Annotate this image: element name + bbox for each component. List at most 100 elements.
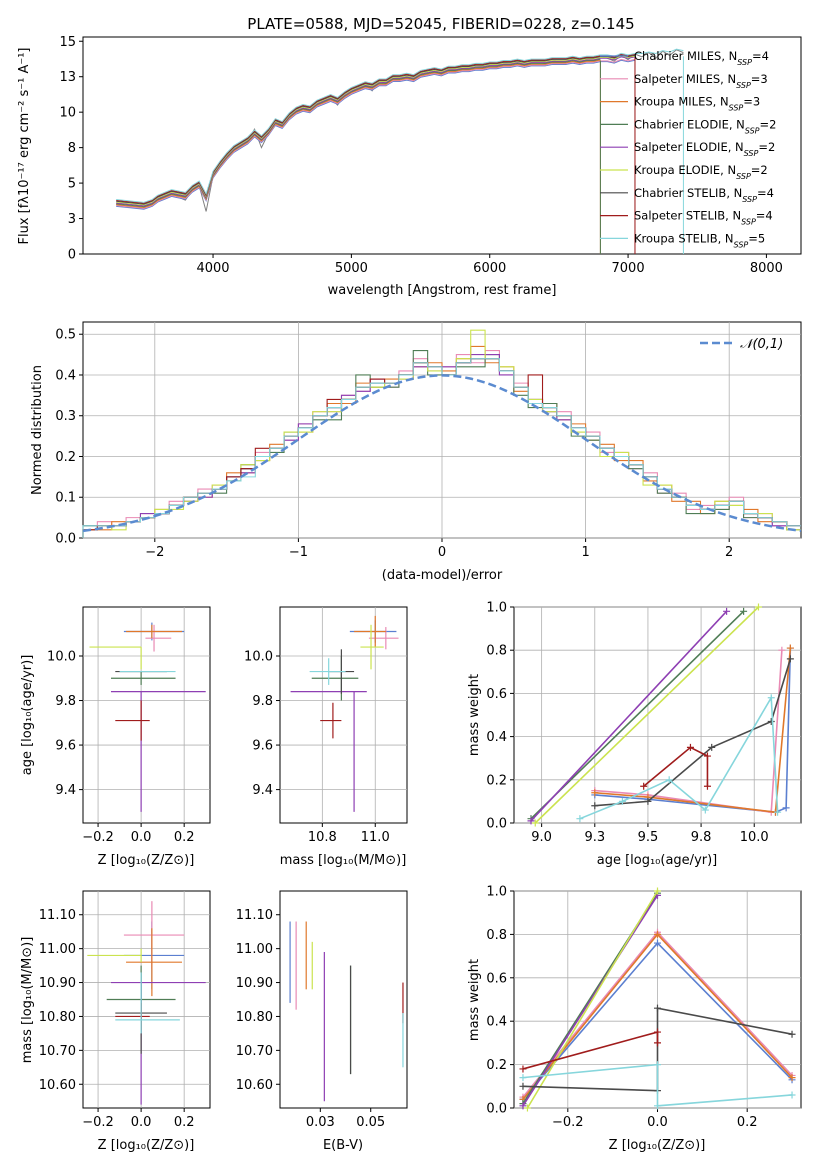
weight-vs-Z-ytick-label: 1.0 <box>486 885 507 900</box>
weight-vs-Z-marker <box>654 1102 661 1110</box>
weight-vs-age-marker <box>591 802 599 810</box>
weight-vs-age-marker <box>576 815 584 823</box>
age-vs-Z-xtick-label: 0.0 <box>131 830 152 845</box>
age-vs-Z-frame <box>82 606 211 824</box>
residual-ytick-label: 0.5 <box>55 328 76 343</box>
age-vs-Z-ytick-label: 9.6 <box>55 739 76 754</box>
mass-vs-Z-xtick-label: 0.2 <box>174 1115 195 1130</box>
weight-vs-age-ytick-label: 1.0 <box>486 601 507 616</box>
weight-vs-Z-xlabel: Z [log₁₀(Z/Z⊙)] <box>609 1138 706 1153</box>
weight-vs-age-marker <box>640 782 648 790</box>
weight-vs-age-plot: 9.0 9.3 9.5 9.8 10.0 0.0 0.2 0.4 0.6 0.8 1.0 <box>486 601 801 845</box>
mass-vs-Z-frame <box>82 890 211 1109</box>
age-vs-mass-panel: mass [log₁₀(M/M⊙)] 10.8 11.0 9.4 9.6 9.8 10.0 <box>244 606 408 868</box>
weight-vs-age-marker <box>665 776 673 784</box>
mass-vs-EBV-frame <box>279 890 408 1109</box>
residual-panel: (data-model)/error Normed distribution −… <box>30 321 802 583</box>
weight-vs-Z-panel: Z [log₁₀(Z/Z⊙)] mass weight −0.2 0.0 0.2 0.… <box>467 885 802 1153</box>
mass-vs-EBV-xlabel: E(B-V) <box>323 1138 363 1153</box>
age-vs-Z-xlabel: Z [log₁₀(Z/Z⊙)] <box>98 853 195 868</box>
mass-vs-EBV-panel: E(B-V) 0.03 0.05 10.60 10.70 10.80 10.90 11.00… <box>236 890 408 1153</box>
mass-vs-EBV-ytick-label: 10.70 <box>236 1044 273 1059</box>
spectrum-ylabel: Flux [fλ10⁻¹⁷ erg cm⁻² s⁻¹ A⁻¹] <box>17 48 32 245</box>
age-vs-mass-plot: 10.8 11.0 9.4 9.6 9.8 10.0 <box>244 607 407 845</box>
weight-vs-age-ytick-label: 0.4 <box>486 730 507 745</box>
weight-vs-Z-marker <box>654 887 661 895</box>
weight-vs-Z-marker <box>519 1065 527 1073</box>
gauss-curve <box>82 374 802 533</box>
mass-vs-Z-ytick-label: 11.00 <box>39 942 76 957</box>
weight-vs-Z-marker <box>654 1028 661 1036</box>
age-vs-Z-ylabel: age [log₁₀(age/yr)] <box>20 655 35 776</box>
residual-ytick-label: 0.3 <box>55 409 76 424</box>
weight-vs-age-frame <box>513 606 802 824</box>
age-vs-mass-ytick-label: 9.6 <box>252 739 273 754</box>
weight-vs-age-xtick-label: 9.3 <box>584 830 605 845</box>
weight-vs-age-marker <box>527 817 535 825</box>
spectrum-model-line <box>116 56 636 207</box>
weight-vs-Z-marker <box>788 1030 796 1038</box>
weight-vs-Z-plot: −0.2 0.0 0.2 0.0 0.2 0.4 0.6 0.8 1.0 <box>486 885 801 1130</box>
age-vs-Z-panel: Z [log₁₀(Z/Z⊙)] age [log₁₀(age/yr)] −0.2… <box>20 606 211 868</box>
weight-vs-age-series-line <box>530 610 745 820</box>
weight-vs-Z-marker <box>654 1004 661 1012</box>
weight-vs-Z-ylabel: mass weight <box>467 959 482 1041</box>
weight-vs-age-xtick-label: 9.8 <box>691 830 712 845</box>
spectrum-model-line <box>116 58 601 208</box>
weight-vs-age-ytick-label: 0.2 <box>486 773 507 788</box>
age-vs-mass-frame <box>279 606 408 824</box>
mass-vs-EBV-ytick-label: 11.10 <box>236 908 273 923</box>
spectrum-xtick-label: 8000 <box>750 261 783 276</box>
weight-vs-age-marker <box>754 603 762 611</box>
age-vs-Z-ytick-label: 10.0 <box>47 649 76 664</box>
mass-vs-EBV-plot: 0.03 0.05 10.60 10.70 10.80 10.90 11.00 11.10 <box>236 908 404 1130</box>
spectrum-xtick-label: 7000 <box>612 261 645 276</box>
spectrum-xtick-label: 5000 <box>335 261 368 276</box>
age-vs-mass-xlabel: mass [log₁₀(M/M⊙)] <box>280 853 407 868</box>
weight-vs-age-ylabel: mass weight <box>467 674 482 756</box>
spectrum-legend-label: Chabrier ELODIE, NSSP=2 <box>634 117 776 135</box>
weight-vs-age-marker <box>786 655 794 663</box>
weight-vs-age-xtick-label: 10.0 <box>740 830 769 845</box>
residual-xtick-label: −1 <box>289 545 308 560</box>
weight-vs-age-ytick-label: 0.6 <box>486 687 507 702</box>
weight-vs-age-series-line <box>530 610 728 822</box>
mass-vs-Z-xtick-label: 0.0 <box>131 1115 152 1130</box>
weight-vs-Z-series-line <box>522 1031 659 1070</box>
weight-vs-Z-marker <box>654 1039 661 1047</box>
weight-vs-age-xtick-label: 9.0 <box>531 830 552 845</box>
weight-vs-Z-ytick-label: 0.4 <box>486 1015 507 1030</box>
weight-vs-age-marker <box>703 782 711 790</box>
weight-vs-Z-xtick-label: 0.2 <box>737 1115 758 1130</box>
spectrum-legend-label: Chabrier MILES, NSSP=4 <box>634 49 769 67</box>
figure-title: PLATE=0588, MJD=52045, FIBERID=0228, z=0… <box>247 15 634 33</box>
weight-vs-age-series-line <box>643 746 709 787</box>
spectrum-model-line <box>116 54 636 205</box>
age-vs-Z-xtick-label: −0.2 <box>82 830 114 845</box>
weight-vs-age-marker <box>644 797 652 805</box>
weight-vs-Z-ytick-label: 0.0 <box>486 1102 507 1117</box>
spectrum-legend-label: Kroupa MILES, NSSP=3 <box>634 95 760 113</box>
weight-vs-Z-xtick-label: −0.2 <box>552 1115 584 1130</box>
weight-vs-Z-ytick-label: 0.8 <box>486 928 507 943</box>
weight-vs-Z-marker <box>654 939 661 947</box>
weight-vs-age-marker <box>618 797 626 805</box>
residual-ytick-label: 0.4 <box>55 368 76 383</box>
spectrum-model-line <box>116 48 684 203</box>
weight-vs-age-marker <box>782 804 790 812</box>
spectrum-legend-label: Salpeter MILES, NSSP=3 <box>634 72 768 90</box>
weight-vs-age-marker <box>703 752 711 760</box>
age-vs-Z-ytick-label: 9.4 <box>55 783 76 798</box>
residual-xtick-label: 1 <box>581 545 589 560</box>
weight-vs-age-marker <box>767 717 775 725</box>
weight-vs-Z-ytick-label: 0.6 <box>486 971 507 986</box>
spectrum-plot: 4000 5000 6000 7000 8000 0 3 5 8 10 13 15 <box>59 35 783 276</box>
weight-vs-age-xlabel: age [log₁₀(age/yr)] <box>597 853 718 868</box>
age-vs-mass-ytick-label: 9.4 <box>252 783 273 798</box>
spectrum-legend-label: Kroupa ELODIE, NSSP=2 <box>634 163 768 181</box>
weight-vs-age-marker <box>531 819 539 827</box>
weight-vs-Z-marker <box>654 930 661 938</box>
weight-vs-age-marker <box>774 808 782 816</box>
spectrum-xlabel: wavelength [Angstrom, rest frame] <box>328 283 557 298</box>
spectrum-xtick-label: 6000 <box>473 261 506 276</box>
